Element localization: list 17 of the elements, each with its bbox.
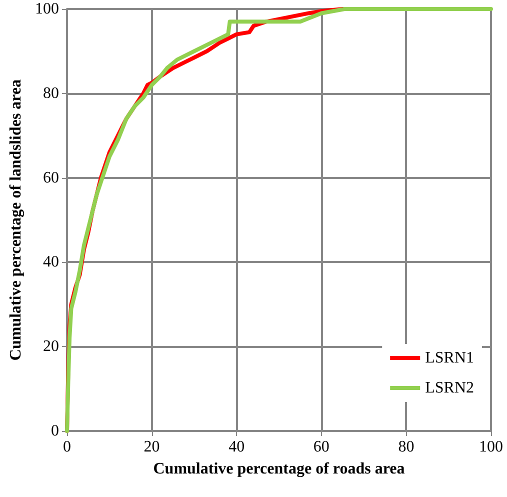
y-axis-title: Cumulative percentage of landslides area	[8, 79, 25, 361]
legend-label: LSRN2	[425, 380, 474, 396]
x-axis-title: Cumulative percentage of roads area	[153, 460, 405, 478]
y-tick-label: 40	[43, 254, 59, 271]
y-tick-label: 80	[43, 84, 59, 102]
y-tick-label: 0	[51, 422, 59, 440]
y-tick-label: 100	[35, 0, 59, 18]
x-tick-label: 80	[398, 438, 414, 456]
x-tick-label: 20	[144, 438, 160, 456]
x-tick-label: 0	[63, 438, 71, 456]
line-series	[65, 7, 493, 433]
x-tick-label: 100	[479, 438, 503, 456]
x-tick-label: 60	[313, 438, 330, 456]
y-tick-label: 60	[43, 169, 59, 186]
y-tick-label: 20	[43, 338, 59, 356]
legend-label: LSRN1	[425, 350, 474, 366]
x-tick-label: 40	[228, 438, 245, 456]
